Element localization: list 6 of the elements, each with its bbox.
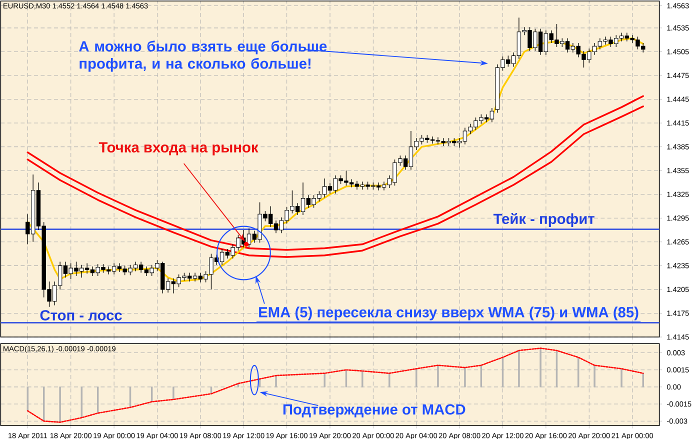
ref-line-label: Тейк - профит (493, 212, 594, 227)
annotation: А можно было взять еще больше профита, и на сколько больше! (79, 40, 327, 72)
annotation: Подтверждение от MACD (283, 404, 466, 418)
ref-line-label: Стоп - лосс (40, 310, 122, 320)
annotation: EMA (5) пересекла снизу вверх WMA (75) и WMA (85) (259, 306, 638, 320)
annotation: Точка входа на рынок (98, 142, 258, 156)
